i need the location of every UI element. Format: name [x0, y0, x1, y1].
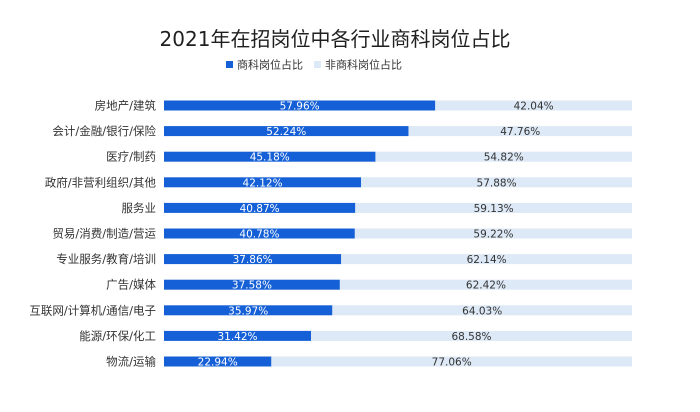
category-label: 房地产/建筑	[95, 99, 157, 113]
data-label-non-business: 59.22%	[473, 229, 513, 241]
category-label: 能源/环保/化工	[79, 329, 156, 343]
bar-business	[164, 305, 333, 316]
bar-business	[164, 151, 376, 162]
data-label-non-business: 77.06%	[432, 357, 472, 369]
data-label-business: 37.86%	[233, 254, 273, 266]
bar-non-business	[355, 202, 632, 213]
data-label-non-business: 64.03%	[462, 305, 502, 317]
data-label-business: 57.96%	[280, 101, 320, 113]
data-label-business: 42.12%	[243, 177, 283, 189]
data-label-business: 52.24%	[266, 126, 306, 138]
chart-title: 2021年在招岗位中各行业商科岗位占比	[160, 27, 511, 51]
category-label: 物流/运输	[106, 355, 156, 369]
legend-swatch-non-business	[314, 61, 321, 68]
data-label-non-business: 57.88%	[477, 177, 517, 189]
category-label: 互联网/计算机/通信/电子	[29, 303, 156, 317]
bar-non-business	[354, 228, 632, 239]
bar-business	[164, 177, 362, 188]
category-label: 政府/非营利组织/其他	[45, 175, 157, 189]
bar-business	[164, 254, 342, 265]
data-label-non-business: 62.42%	[466, 280, 506, 292]
category-label: 专业服务/教育/培训	[56, 252, 156, 266]
category-label: 贸易/消费/制造/营运	[52, 227, 156, 241]
data-label-business: 40.87%	[240, 203, 280, 215]
bar-non-business	[361, 177, 632, 188]
bar-non-business	[408, 126, 632, 137]
data-label-business: 22.94%	[198, 357, 238, 369]
bar-non-business	[271, 356, 632, 367]
data-label-business: 31.42%	[217, 331, 257, 343]
legend-label-non-business: 非商科岗位占比	[325, 58, 402, 72]
bar-business	[164, 100, 436, 111]
data-label-non-business: 47.76%	[500, 126, 540, 138]
data-label-non-business: 62.14%	[467, 254, 507, 266]
legend: 商科岗位占比 非商科岗位占比	[226, 58, 402, 72]
data-label-non-business: 42.04%	[514, 101, 554, 113]
category-label: 会计/金融/银行/保险	[52, 124, 156, 138]
category-label: 广告/媒体	[106, 278, 156, 292]
data-label-business: 45.18%	[250, 152, 290, 164]
bar-non-business	[375, 151, 632, 162]
bar-business	[164, 228, 355, 239]
data-label-non-business: 68.58%	[451, 331, 491, 343]
bar-business	[164, 330, 312, 341]
data-label-business: 40.78%	[239, 229, 279, 241]
data-label-business: 35.97%	[228, 305, 268, 317]
category-label: 服务业	[122, 201, 157, 215]
category-label: 医疗/制药	[106, 150, 156, 164]
legend-label-business: 商科岗位占比	[237, 58, 303, 72]
bars: 房地产/建筑 57.96% 42.04% 会计/金融/银行/保险 52.24% 47.76…	[29, 99, 632, 369]
data-label-non-business: 54.82%	[484, 152, 524, 164]
bar-non-business	[332, 305, 632, 316]
bar-business	[164, 356, 272, 367]
data-label-business: 37.58%	[232, 280, 272, 292]
data-label-non-business: 59.13%	[474, 203, 514, 215]
bar-business	[164, 279, 340, 290]
bar-non-business	[311, 330, 632, 341]
bar-business	[164, 202, 356, 213]
bar-business	[164, 126, 409, 137]
bar-non-business	[341, 254, 632, 265]
legend-swatch-business	[226, 61, 233, 68]
bar-non-business	[435, 100, 632, 111]
bar-non-business	[339, 279, 632, 290]
